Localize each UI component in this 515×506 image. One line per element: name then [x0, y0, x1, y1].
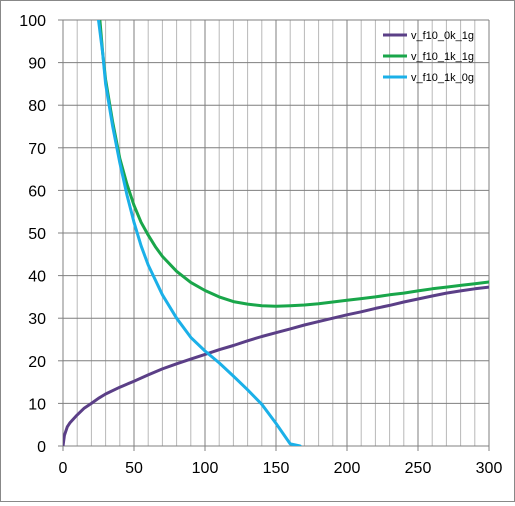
- x-tick-label: 100: [192, 460, 219, 477]
- x-tick-label: 200: [334, 460, 361, 477]
- y-tick-label: 100: [19, 13, 46, 30]
- x-tick-label: 300: [476, 460, 503, 477]
- y-tick-label: 80: [28, 98, 46, 115]
- y-tick-label: 40: [28, 269, 46, 286]
- series-line-v_f10_1k_1g: [98, 20, 489, 308]
- y-tick-label: 60: [28, 183, 46, 200]
- x-tick-label: 250: [405, 460, 432, 477]
- major-gridlines: [63, 19, 490, 446]
- legend-label-v_f10_1k_1g: v_f10_1k_1g: [411, 51, 474, 63]
- legend: v_f10_0k_1g v_f10_1k_1g v_f10_1k_0g: [383, 30, 474, 84]
- series-lines: [63, 20, 489, 446]
- axes: [58, 19, 490, 451]
- x-tick-label: 150: [263, 460, 290, 477]
- y-tick-label: 50: [28, 226, 46, 243]
- x-tick-label: 50: [125, 460, 143, 477]
- y-tick-label: 30: [28, 311, 46, 328]
- tick-labels: 0 50 100 150 200 250 300 0 10 20 30 40 50 60 70 80 90 100: [19, 13, 502, 477]
- y-tick-label: 0: [37, 439, 46, 456]
- y-tick-label: 20: [28, 354, 46, 371]
- legend-label-v_f10_0k_1g: v_f10_0k_1g: [411, 30, 474, 42]
- y-tick-label: 90: [28, 56, 46, 73]
- series-line-v_f10_1k_0g: [97, 20, 302, 446]
- series-line-v_f10_0k_1g: [63, 285, 489, 446]
- legend-label-v_f10_1k_0g: v_f10_1k_0g: [411, 72, 474, 84]
- y-tick-label: 10: [28, 396, 46, 413]
- y-tick-label: 70: [28, 141, 46, 158]
- x-tick-label: 0: [59, 460, 68, 477]
